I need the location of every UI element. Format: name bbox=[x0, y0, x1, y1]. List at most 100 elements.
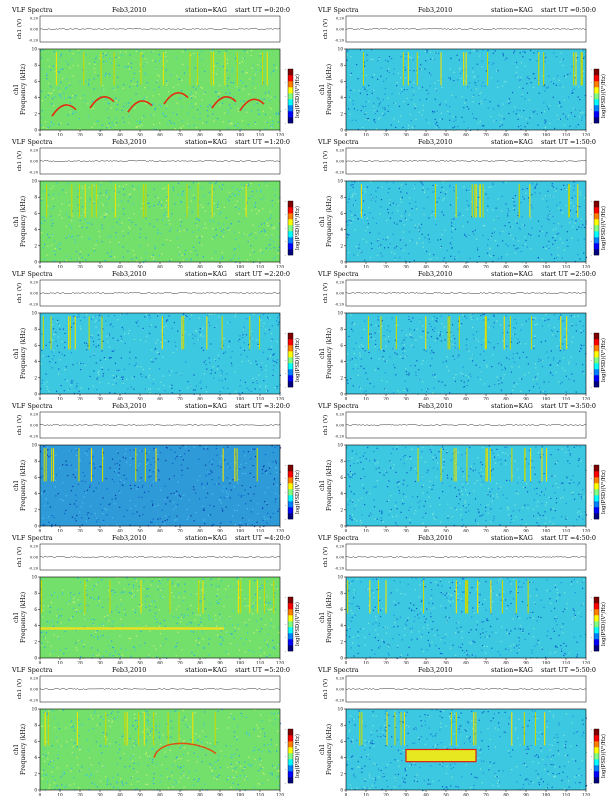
ch-tick-label: -0.20 bbox=[335, 39, 345, 43]
y-axis-label: Frequency (kHz) bbox=[326, 328, 333, 379]
noise-speckle bbox=[567, 461, 568, 462]
noise-speckle bbox=[223, 387, 224, 388]
noise-speckle bbox=[423, 184, 424, 185]
noise-speckle bbox=[240, 380, 241, 381]
noise-speckle bbox=[367, 378, 368, 379]
noise-speckle bbox=[248, 94, 249, 95]
noise-speckle bbox=[525, 126, 526, 127]
noise-speckle bbox=[416, 208, 417, 209]
noise-speckle bbox=[374, 500, 375, 501]
noise-speckle bbox=[233, 258, 234, 259]
noise-speckle bbox=[228, 113, 229, 114]
ch-tick-label: 0.20 bbox=[30, 281, 39, 285]
noise-speckle bbox=[498, 488, 499, 489]
noise-speckle bbox=[468, 351, 469, 352]
noise-speckle bbox=[158, 389, 159, 390]
noise-speckle bbox=[117, 451, 118, 452]
noise-speckle bbox=[446, 361, 447, 362]
noise-speckle bbox=[135, 107, 136, 108]
noise-speckle bbox=[279, 509, 280, 510]
noise-speckle bbox=[573, 475, 574, 476]
noise-speckle bbox=[411, 335, 412, 336]
noise-speckle bbox=[127, 313, 128, 314]
noise-speckle bbox=[432, 457, 433, 458]
noise-speckle bbox=[223, 232, 224, 233]
noise-speckle bbox=[198, 230, 199, 231]
noise-speckle bbox=[517, 67, 518, 68]
noise-speckle bbox=[90, 356, 91, 357]
noise-speckle bbox=[431, 350, 432, 351]
noise-speckle bbox=[47, 234, 48, 235]
noise-speckle bbox=[395, 258, 396, 259]
noise-speckle bbox=[523, 245, 524, 246]
noise-speckle bbox=[553, 187, 554, 188]
noise-speckle bbox=[92, 476, 93, 477]
noise-speckle bbox=[467, 86, 468, 87]
noise-speckle bbox=[155, 348, 156, 349]
noise-speckle bbox=[571, 93, 572, 94]
noise-speckle bbox=[216, 448, 217, 449]
noise-speckle bbox=[75, 242, 76, 243]
noise-speckle bbox=[108, 504, 109, 505]
noise-speckle bbox=[433, 485, 434, 486]
noise-speckle bbox=[177, 581, 178, 582]
noise-speckle bbox=[212, 461, 213, 462]
noise-speckle bbox=[371, 337, 372, 338]
noise-speckle bbox=[218, 379, 219, 380]
noise-speckle bbox=[430, 59, 431, 60]
noise-speckle bbox=[191, 201, 192, 202]
noise-speckle bbox=[502, 369, 503, 370]
noise-speckle bbox=[515, 76, 516, 77]
noise-speckle bbox=[524, 52, 525, 53]
noise-speckle bbox=[200, 106, 201, 107]
noise-speckle bbox=[415, 510, 416, 511]
noise-speckle bbox=[378, 319, 379, 320]
noise-speckle bbox=[248, 520, 249, 521]
noise-speckle bbox=[84, 317, 85, 318]
noise-speckle bbox=[514, 382, 515, 383]
noise-speckle bbox=[463, 505, 464, 506]
noise-speckle bbox=[496, 494, 497, 495]
noise-speckle bbox=[559, 317, 560, 318]
noise-speckle bbox=[75, 495, 76, 496]
noise-speckle bbox=[66, 226, 67, 227]
noise-speckle bbox=[114, 393, 115, 394]
noise-speckle bbox=[112, 590, 113, 591]
noise-speckle bbox=[394, 68, 395, 69]
noise-speckle bbox=[272, 200, 273, 201]
noise-speckle bbox=[165, 503, 166, 504]
noise-speckle bbox=[94, 124, 95, 125]
noise-speckle bbox=[58, 88, 59, 89]
noise-speckle bbox=[250, 458, 251, 459]
noise-speckle bbox=[267, 504, 268, 505]
noise-speckle bbox=[73, 474, 74, 475]
noise-speckle bbox=[253, 65, 254, 66]
noise-speckle bbox=[373, 90, 374, 91]
noise-speckle bbox=[210, 462, 211, 463]
noise-speckle bbox=[157, 233, 158, 234]
noise-speckle bbox=[362, 348, 363, 349]
noise-speckle bbox=[424, 68, 425, 69]
noise-speckle bbox=[255, 207, 256, 208]
noise-speckle bbox=[239, 339, 240, 340]
noise-speckle bbox=[545, 391, 546, 392]
noise-speckle bbox=[71, 220, 72, 221]
colorbar-segment bbox=[594, 99, 599, 105]
noise-speckle bbox=[223, 353, 224, 354]
noise-speckle bbox=[203, 256, 204, 257]
noise-speckle bbox=[89, 63, 90, 64]
noise-speckle bbox=[140, 339, 141, 340]
noise-speckle bbox=[513, 327, 514, 328]
noise-speckle bbox=[255, 486, 256, 487]
noise-speckle bbox=[420, 182, 421, 183]
noise-speckle bbox=[505, 368, 506, 369]
noise-speckle bbox=[422, 476, 423, 477]
noise-speckle bbox=[458, 452, 459, 453]
noise-speckle bbox=[182, 649, 183, 650]
noise-speckle bbox=[554, 258, 555, 259]
colorbar-tick-label: - bbox=[285, 95, 287, 99]
noise-speckle bbox=[538, 452, 539, 453]
panel-start-ut: start UT =3:20:0 bbox=[235, 402, 290, 410]
ch-tick-label: 0.00 bbox=[30, 424, 39, 428]
